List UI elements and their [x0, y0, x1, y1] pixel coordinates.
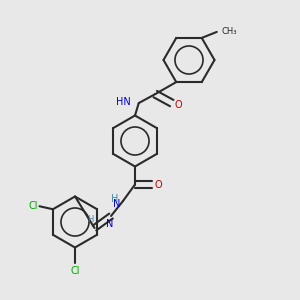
Text: O: O [175, 100, 182, 110]
Text: H: H [87, 214, 93, 224]
Text: Cl: Cl [70, 266, 80, 275]
Text: Cl: Cl [28, 201, 38, 211]
Text: CH₃: CH₃ [221, 27, 237, 36]
Text: O: O [154, 179, 162, 190]
Text: HN: HN [116, 97, 131, 107]
Text: H: H [111, 194, 118, 205]
Text: N: N [106, 219, 113, 229]
Text: N: N [113, 199, 121, 209]
